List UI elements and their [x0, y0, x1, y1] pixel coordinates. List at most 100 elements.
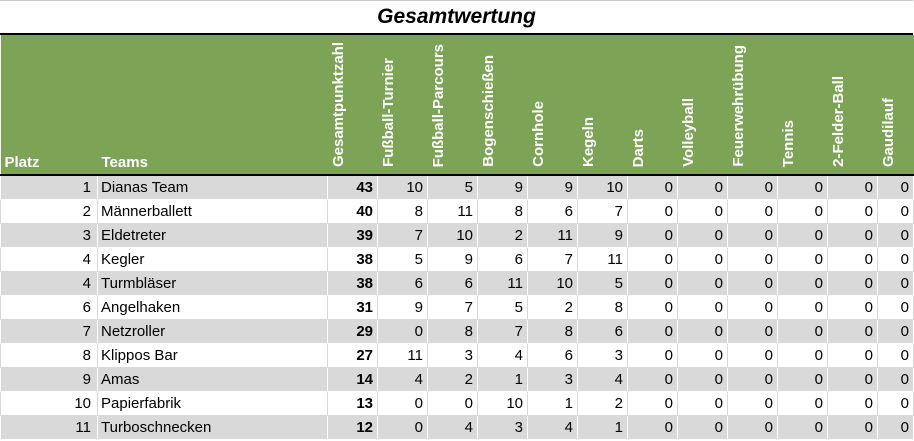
cell-score[interactable]: 4 [527, 414, 578, 440]
cell-score[interactable]: 0 [627, 342, 678, 368]
cell-platz[interactable]: 6 [0, 294, 98, 320]
cell-score[interactable]: 3 [577, 342, 628, 368]
cell-score[interactable]: 7 [377, 222, 428, 248]
cell-score[interactable]: 7 [427, 294, 478, 320]
cell-team[interactable]: Eldetreter [97, 222, 328, 248]
cell-score[interactable]: 0 [427, 390, 478, 416]
cell-score[interactable]: 3 [477, 414, 528, 440]
cell-score[interactable]: 11 [427, 198, 478, 224]
header-column[interactable]: Kegeln [577, 35, 628, 175]
cell-score[interactable]: 1 [477, 366, 528, 392]
header-column[interactable]: Volleyball [677, 35, 728, 175]
cell-score[interactable]: 0 [677, 414, 728, 440]
cell-total[interactable]: 29 [327, 318, 378, 344]
cell-score[interactable]: 8 [477, 198, 528, 224]
cell-score[interactable]: 5 [377, 246, 428, 272]
cell-score[interactable]: 0 [827, 270, 878, 296]
cell-score[interactable]: 4 [477, 342, 528, 368]
cell-score[interactable]: 0 [627, 174, 678, 200]
cell-score[interactable]: 0 [677, 366, 728, 392]
cell-score[interactable]: 0 [777, 318, 828, 344]
cell-score[interactable]: 6 [477, 246, 528, 272]
cell-score[interactable]: 0 [877, 390, 914, 416]
cell-score[interactable]: 0 [777, 198, 828, 224]
cell-score[interactable]: 0 [727, 414, 778, 440]
cell-score[interactable]: 3 [527, 366, 578, 392]
cell-platz[interactable]: 3 [0, 222, 98, 248]
cell-score[interactable]: 0 [377, 414, 428, 440]
cell-team[interactable]: Papierfabrik [97, 390, 328, 416]
cell-score[interactable]: 4 [577, 366, 628, 392]
cell-score[interactable]: 9 [477, 174, 528, 200]
cell-score[interactable]: 0 [377, 318, 428, 344]
header-column[interactable]: Cornhole [527, 35, 578, 175]
cell-score[interactable]: 0 [727, 318, 778, 344]
cell-score[interactable]: 2 [477, 222, 528, 248]
cell-score[interactable]: 0 [727, 198, 778, 224]
cell-score[interactable]: 11 [577, 246, 628, 272]
cell-score[interactable]: 0 [727, 174, 778, 200]
cell-score[interactable]: 0 [777, 294, 828, 320]
cell-score[interactable]: 2 [577, 390, 628, 416]
cell-score[interactable]: 0 [627, 414, 678, 440]
header-column[interactable]: Gaudilauf [877, 35, 914, 175]
cell-score[interactable]: 0 [877, 294, 914, 320]
cell-score[interactable]: 6 [577, 318, 628, 344]
cell-score[interactable]: 6 [527, 198, 578, 224]
cell-score[interactable]: 0 [777, 342, 828, 368]
cell-platz[interactable]: 1 [0, 174, 98, 200]
cell-team[interactable]: Männerballett [97, 198, 328, 224]
header-column[interactable]: Fußball-Parcours [427, 35, 478, 175]
header-column[interactable]: Darts [627, 35, 678, 175]
cell-total[interactable]: 31 [327, 294, 378, 320]
header-teams[interactable]: Teams [97, 35, 328, 175]
cell-platz[interactable]: 10 [0, 390, 98, 416]
cell-score[interactable]: 6 [527, 342, 578, 368]
cell-score[interactable]: 9 [427, 246, 478, 272]
cell-platz[interactable]: 2 [0, 198, 98, 224]
cell-score[interactable]: 3 [427, 342, 478, 368]
cell-score[interactable]: 0 [627, 318, 678, 344]
cell-score[interactable]: 1 [577, 414, 628, 440]
cell-score[interactable]: 0 [727, 246, 778, 272]
cell-score[interactable]: 1 [527, 390, 578, 416]
cell-total[interactable]: 38 [327, 270, 378, 296]
cell-score[interactable]: 0 [877, 342, 914, 368]
cell-score[interactable]: 0 [777, 174, 828, 200]
cell-score[interactable]: 0 [827, 366, 878, 392]
cell-score[interactable]: 5 [577, 270, 628, 296]
cell-score[interactable]: 6 [427, 270, 478, 296]
cell-score[interactable]: 0 [727, 222, 778, 248]
cell-score[interactable]: 0 [777, 270, 828, 296]
cell-score[interactable]: 0 [777, 246, 828, 272]
cell-team[interactable]: Dianas Team [97, 174, 328, 200]
cell-team[interactable]: Amas [97, 366, 328, 392]
header-column[interactable]: Bogenschießen [477, 35, 528, 175]
cell-score[interactable]: 0 [677, 246, 728, 272]
cell-total[interactable]: 43 [327, 174, 378, 200]
cell-team[interactable]: Angelhaken [97, 294, 328, 320]
cell-score[interactable]: 9 [377, 294, 428, 320]
cell-score[interactable]: 4 [427, 414, 478, 440]
cell-team[interactable]: Turboschnecken [97, 414, 328, 440]
cell-score[interactable]: 0 [727, 342, 778, 368]
cell-score[interactable]: 7 [477, 318, 528, 344]
cell-score[interactable]: 7 [577, 198, 628, 224]
cell-score[interactable]: 0 [377, 390, 428, 416]
cell-score[interactable]: 10 [427, 222, 478, 248]
header-platz[interactable]: Platz [0, 35, 98, 175]
cell-score[interactable]: 9 [577, 222, 628, 248]
cell-score[interactable]: 7 [527, 246, 578, 272]
header-column[interactable]: Tennis [777, 35, 828, 175]
cell-platz[interactable]: 4 [0, 246, 98, 272]
cell-score[interactable]: 10 [477, 390, 528, 416]
cell-score[interactable]: 0 [827, 174, 878, 200]
cell-score[interactable]: 0 [777, 414, 828, 440]
cell-score[interactable]: 0 [677, 294, 728, 320]
cell-score[interactable]: 0 [827, 198, 878, 224]
cell-total[interactable]: 39 [327, 222, 378, 248]
cell-score[interactable]: 8 [377, 198, 428, 224]
cell-score[interactable]: 2 [427, 366, 478, 392]
cell-score[interactable]: 0 [877, 198, 914, 224]
cell-score[interactable]: 0 [877, 246, 914, 272]
